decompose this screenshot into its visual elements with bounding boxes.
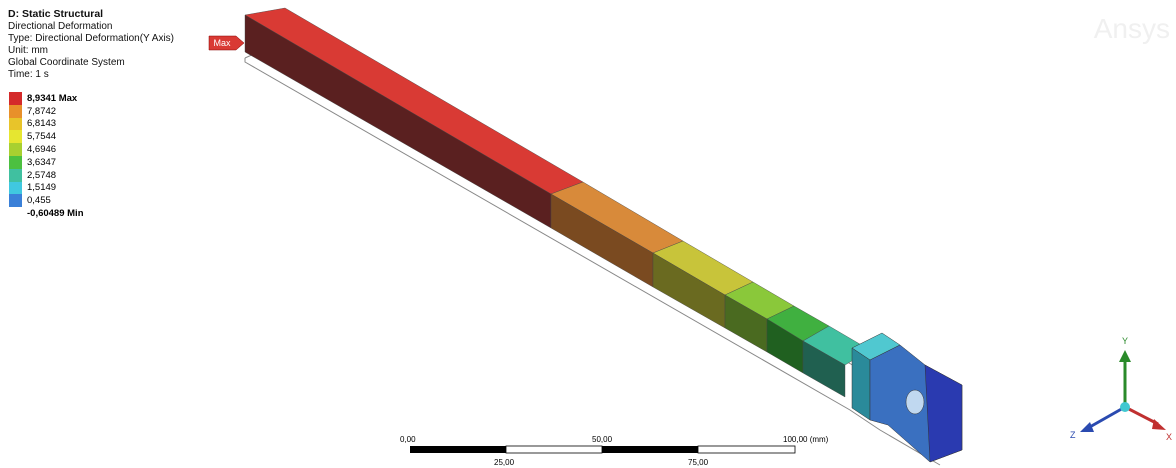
legend-entry: -0,60489 Min [9, 207, 84, 220]
legend-swatch [9, 105, 22, 118]
end-block [852, 333, 962, 462]
scale-label: 75,00 [688, 458, 709, 467]
legend-entry: 5,7544 [9, 130, 84, 143]
legend-label: 7,8742 [27, 106, 56, 117]
probe-tag: Max [209, 36, 244, 50]
legend-swatch [9, 156, 22, 169]
legend-label: 6,8143 [27, 118, 56, 129]
legend-swatch [9, 169, 22, 182]
legend-entry: 3,6347 [9, 156, 84, 169]
legend-entry: 7,8742 [9, 105, 84, 118]
legend-label: -0,60489 Min [27, 208, 84, 219]
header-line: Time: 1 s [8, 69, 174, 81]
legend-entry: 6,8143 [9, 118, 84, 131]
legend-swatch [9, 143, 22, 156]
axis-label: X [1166, 432, 1172, 442]
legend-swatch [9, 118, 22, 131]
legend-swatch [9, 130, 22, 143]
triad: Y Z X [1070, 336, 1172, 442]
scale-bar: 0,00 50,00 100,00 (mm) 25,00 75,00 [400, 435, 829, 467]
legend-label: 3,6347 [27, 157, 56, 168]
header-line: Directional Deformation [8, 21, 174, 33]
legend-swatch [9, 92, 22, 105]
legend-entry: 2,5748 [9, 169, 84, 182]
result-header: D: Static Structural Directional Deforma… [8, 8, 174, 81]
axis-label: Y [1122, 336, 1128, 346]
legend-entry: 4,6946 [9, 143, 84, 156]
legend-label: 1,5149 [27, 182, 56, 193]
scale-label: 0,00 [400, 435, 416, 444]
watermark: Ansys [1094, 13, 1170, 44]
legend-entry: 0,455 [9, 194, 84, 207]
legend-label: 4,6946 [27, 144, 56, 155]
scale-label: 100,00 (mm) [783, 435, 829, 444]
header-line: Unit: mm [8, 45, 174, 57]
legend-entry: 1,5149 [9, 182, 84, 195]
legend-label: 5,7544 [27, 131, 56, 142]
header-line: Type: Directional Deformation(Y Axis) [8, 33, 174, 45]
probe-label: Max [213, 38, 231, 48]
legend-label: 0,455 [27, 195, 51, 206]
viewport: Ansys Max 0,00 50,00 100,00 (mm) [0, 0, 1176, 468]
legend-swatch [9, 194, 22, 207]
header-line: Global Coordinate System [8, 57, 174, 69]
model-view: Ansys Max 0,00 50,00 100,00 (mm) [0, 0, 1176, 468]
legend-label: 2,5748 [27, 170, 56, 181]
scale-label: 50,00 [592, 435, 613, 444]
axis-label: Z [1070, 430, 1076, 440]
legend-entry: 8,9341 Max [9, 92, 84, 105]
beam [245, 8, 870, 397]
scale-label: 25,00 [494, 458, 515, 467]
legend-swatch [9, 182, 22, 195]
header-title: D: Static Structural [8, 8, 103, 20]
legend-label: 8,9341 Max [27, 93, 77, 104]
